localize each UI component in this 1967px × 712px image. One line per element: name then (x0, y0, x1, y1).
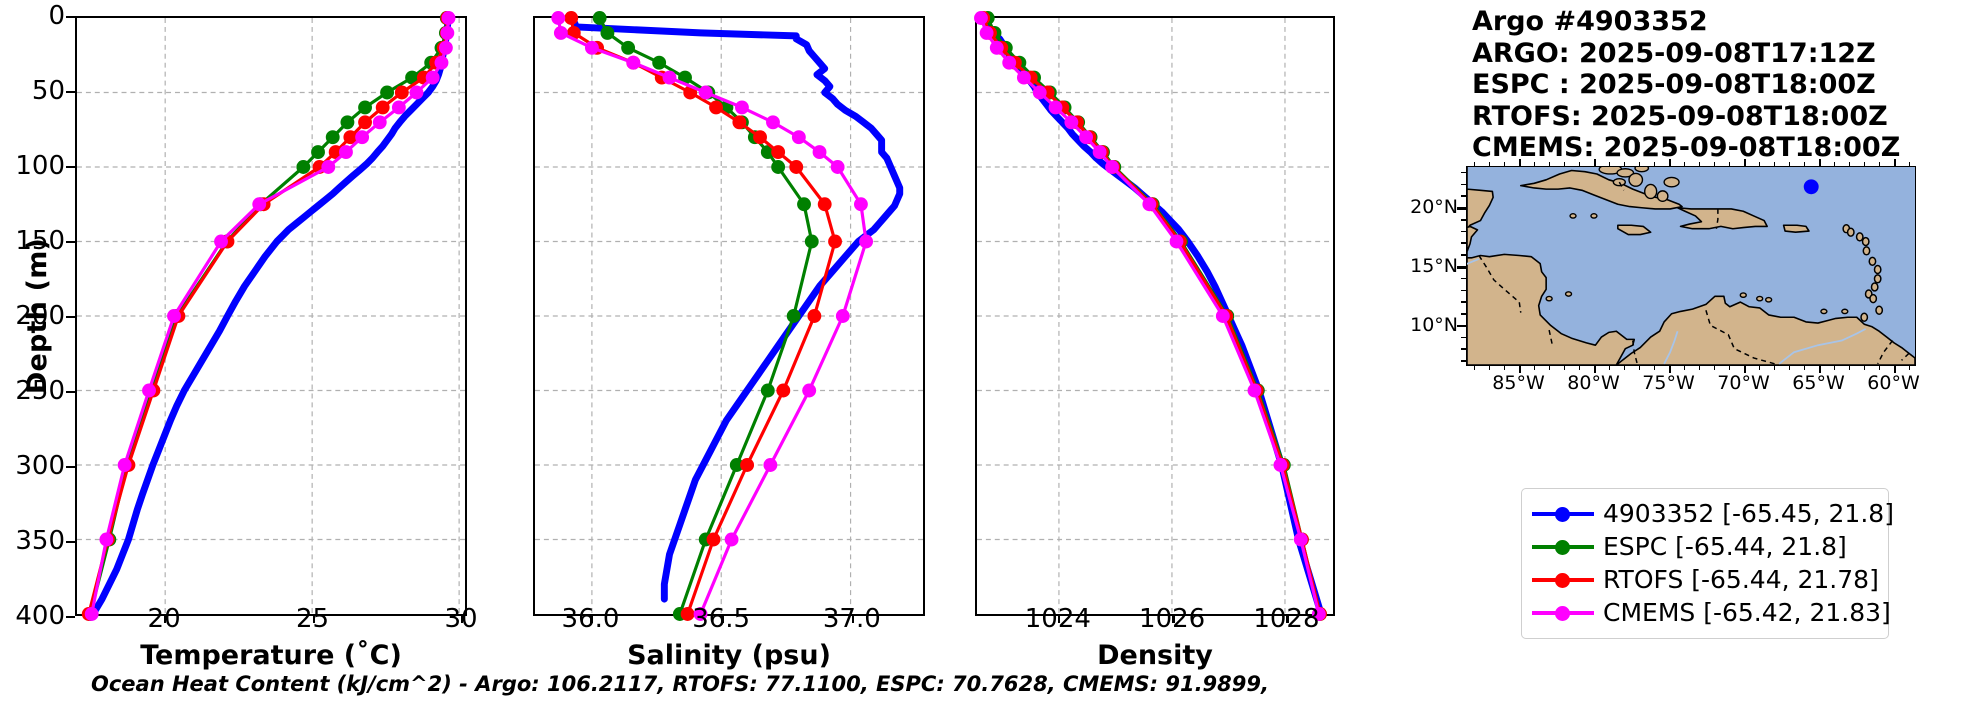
depth-tick-label: 150 (15, 226, 65, 256)
legend-item-3[interactable]: CMEMS [-65.42, 21.83] (1532, 596, 1891, 629)
depth-tick-label: 100 (15, 151, 65, 181)
axis-tick-label: 1028 (1253, 604, 1320, 634)
depth-tick-label: 350 (15, 526, 65, 556)
legend-item-1[interactable]: ESPC [-65.44, 21.8] (1532, 530, 1878, 563)
map-lon-tick: 65°W (1792, 372, 1845, 394)
legend-item-0[interactable]: 4903352 [-65.45, 21.8] (1532, 497, 1894, 530)
info-line-1: ARGO: 2025-09-08T17:12Z (1472, 37, 1876, 69)
ocean-heat-content-caption: Ocean Heat Content (kJ/cm^2) - Argo: 106… (91, 672, 1269, 696)
axis-tick-label: 37.0 (822, 604, 881, 634)
depth-tick-label: 300 (15, 451, 65, 481)
map-lon-tick: 80°W (1567, 372, 1620, 394)
map-lon-tick: 60°W (1867, 372, 1920, 394)
axis-tick-label: 36.0 (561, 604, 620, 634)
legend-swatch-icon (1532, 503, 1594, 525)
map-lat-tick: 15°N (1410, 255, 1458, 277)
axis-tick-label: 30 (444, 604, 478, 634)
info-line-2: ESPC : 2025-09-08T18:00Z (1472, 69, 1876, 101)
density-axis-title: Density (1097, 640, 1213, 671)
axis-tick-label: 1024 (1024, 604, 1091, 634)
axis-tick-label: 36.5 (692, 604, 751, 634)
map-lon-tick: 85°W (1492, 372, 1545, 394)
density-profile-panel (974, 11, 1335, 621)
depth-tick-label: 50 (31, 76, 65, 106)
legend-label: RTOFS [-65.44, 21.78] (1603, 565, 1879, 594)
salinity-axis-title: Salinity (psu) (627, 640, 831, 671)
temperature-profile-panel (75, 11, 467, 621)
axis-tick-label: 25 (296, 604, 330, 634)
map-lat-tick: 10°N (1410, 313, 1458, 336)
depth-axis-label: Depth (m) (22, 237, 53, 395)
axis-tick-label: 1026 (1139, 604, 1206, 634)
legend-label: 4903352 [-65.45, 21.8] (1603, 499, 1894, 528)
depth-tick-label: 250 (15, 376, 65, 406)
legend-swatch-icon (1532, 569, 1594, 591)
map-lat-tick: 20°N (1410, 196, 1458, 219)
legend-label: CMEMS [-65.42, 21.83] (1603, 598, 1891, 627)
map-lon-tick: 75°W (1642, 372, 1695, 394)
legend-swatch-icon (1532, 602, 1594, 624)
series-legend: 4903352 [-65.45, 21.8] ESPC [-65.44, 21.8… (1521, 488, 1894, 639)
legend-item-2[interactable]: RTOFS [-65.44, 21.78] (1532, 563, 1879, 596)
info-line-4: CMEMS: 2025-09-08T18:00Z (1472, 132, 1901, 164)
salinity-profile-panel (533, 11, 925, 621)
info-line-0: Argo #4903352 (1472, 6, 1708, 37)
depth-tick-label: 0 (48, 1, 65, 31)
legend-swatch-icon (1532, 536, 1594, 558)
axis-tick-label: 20 (147, 604, 181, 634)
depth-tick-label: 400 (15, 601, 65, 631)
temperature-axis-title: Temperature (˚C) (140, 640, 402, 671)
legend-label: ESPC [-65.44, 21.8] (1603, 532, 1847, 561)
info-line-3: RTOFS: 2025-09-08T18:00Z (1472, 100, 1888, 132)
argo-info-block: Argo #4903352 ARGO: 2025-09-08T17:12Z ESPC… (1472, 6, 1942, 164)
depth-tick-label: 200 (15, 301, 65, 331)
map-lon-tick: 70°W (1717, 372, 1770, 394)
location-map (1466, 166, 1916, 366)
